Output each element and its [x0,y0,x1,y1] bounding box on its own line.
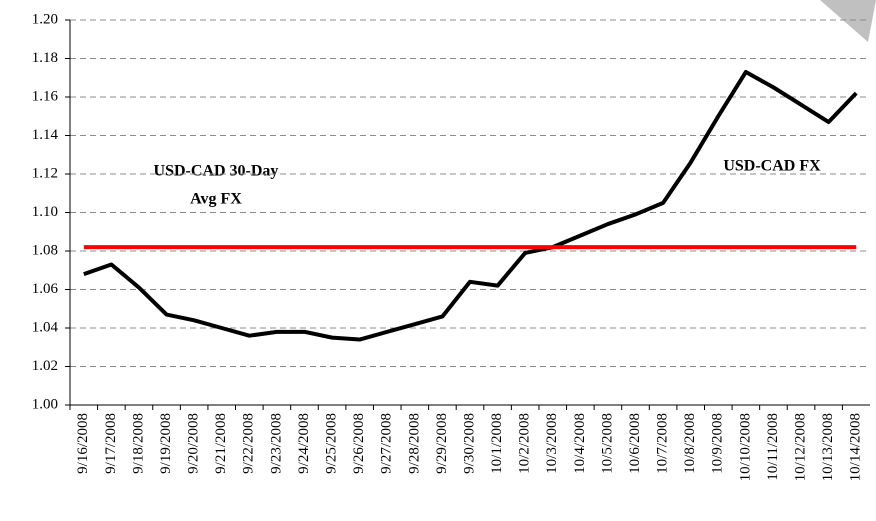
x-tick-label: 9/30/2008 [461,413,477,474]
x-tick-label: 10/13/2008 [820,413,836,481]
x-tick-label: 9/25/2008 [324,413,340,474]
x-tick-label: 9/20/2008 [186,413,202,474]
x-tick-label: 9/29/2008 [434,413,450,474]
x-tick-label: 9/27/2008 [379,413,395,474]
x-tick-label: 10/10/2008 [737,413,753,481]
x-tick-label: 10/14/2008 [848,413,864,481]
y-tick-label: 1.06 [32,281,59,297]
annotation: USD-CAD 30-Day [154,163,279,180]
y-tick-label: 1.08 [32,242,58,258]
x-tick-label: 10/8/2008 [682,413,698,474]
x-tick-label: 9/26/2008 [351,413,367,474]
decoration [820,0,876,42]
x-tick-label: 10/11/2008 [765,413,781,481]
y-tick-label: 1.04 [32,319,59,335]
series-line [83,69,858,342]
x-tick-label: 10/4/2008 [572,413,588,474]
y-tick-label: 1.16 [32,88,59,104]
x-tick-label: 9/16/2008 [75,413,91,474]
x-tick-label: 10/12/2008 [792,413,808,481]
x-tick-label: 9/17/2008 [103,413,119,474]
x-tick-label: 10/7/2008 [655,413,671,474]
y-tick-label: 1.10 [32,204,58,220]
x-tick-label: 10/5/2008 [599,413,615,474]
x-tick-label: 10/1/2008 [489,413,505,474]
y-tick-label: 1.02 [32,358,58,374]
x-tick-label: 10/3/2008 [544,413,560,474]
x-tick-label: 9/28/2008 [406,413,422,474]
y-tick-label: 1.18 [32,50,58,66]
x-tick-label: 9/19/2008 [158,413,174,474]
x-tick-label: 9/22/2008 [241,413,257,474]
x-tick-label: 10/9/2008 [710,413,726,474]
y-tick-label: 1.14 [32,127,59,143]
x-tick-label: 9/18/2008 [130,413,146,474]
x-tick-label: 9/23/2008 [268,413,284,474]
y-tick-label: 1.12 [32,165,58,181]
x-tick-label: 10/6/2008 [627,413,643,474]
x-tick-label: 9/21/2008 [213,413,229,474]
y-tick-label: 1.00 [32,396,58,412]
annotation: USD-CAD FX [723,158,821,175]
x-tick-label: 10/2/2008 [517,413,533,474]
x-tick-label: 9/24/2008 [296,413,312,474]
y-tick-label: 1.20 [32,11,58,27]
annotation: Avg FX [190,191,242,208]
